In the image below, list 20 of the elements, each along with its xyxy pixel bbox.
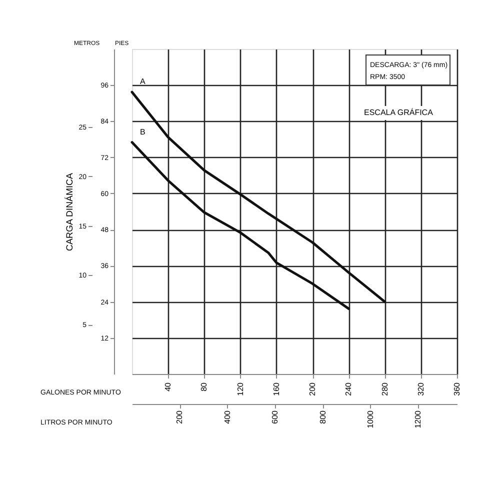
y2-axis-title: CARGA DINÁMICA <box>64 172 75 252</box>
line-series <box>130 141 350 310</box>
x2-tick-label: 400 <box>222 410 232 424</box>
x-tick-label: 280 <box>380 382 390 396</box>
x-tick-label: 200 <box>308 382 318 396</box>
x-tick-label: 40 <box>164 382 173 392</box>
x2-tick-label: 1000 <box>366 410 375 428</box>
series-label: A <box>140 77 146 86</box>
x-tick-label: 320 <box>416 382 426 396</box>
x-tick-label: 120 <box>236 382 245 396</box>
x2-tick-label: 200 <box>175 410 184 424</box>
x2-tick-label: 1200 <box>414 410 423 428</box>
x2-tick-label: 600 <box>270 410 280 424</box>
x-tick-label: 360 <box>452 382 462 396</box>
x2-tick-label: 800 <box>318 410 328 424</box>
series-label: B <box>140 127 146 136</box>
annotation: ESCALA GRÁFICA <box>364 108 434 117</box>
x-tick-label: 160 <box>272 382 281 396</box>
x-tick-label: 240 <box>344 382 354 396</box>
x-tick-label: 80 <box>200 382 209 392</box>
